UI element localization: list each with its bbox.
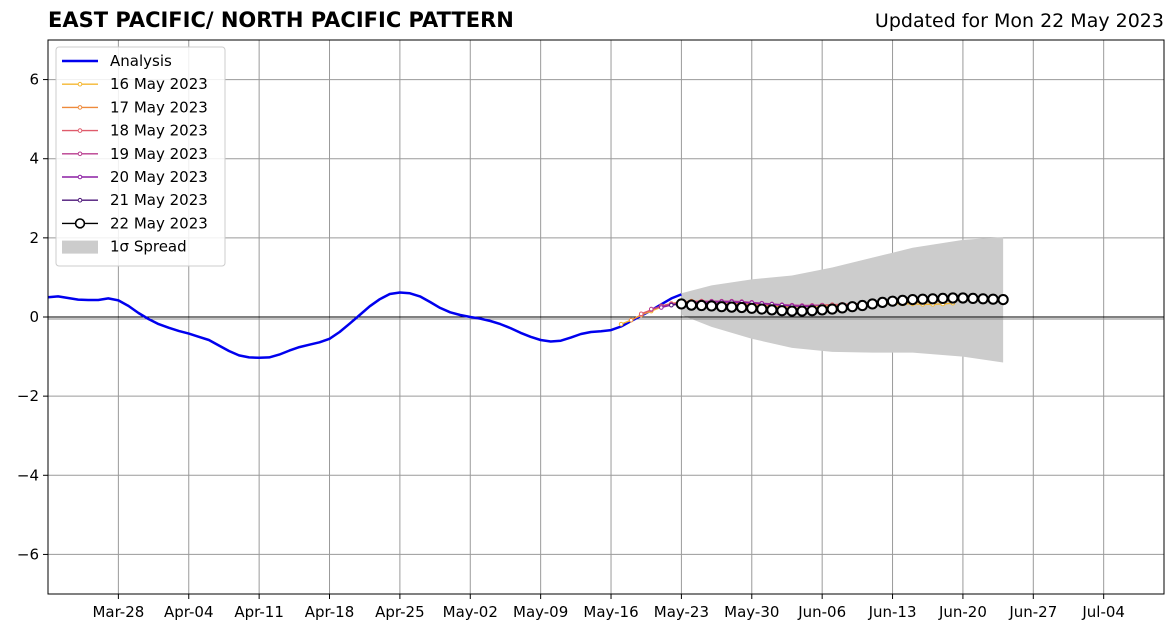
latest-forecast-point	[896, 294, 909, 306]
forecast-point	[669, 302, 674, 308]
latest-forecast-point	[695, 299, 708, 312]
x-tick-label: Jul-04	[1081, 603, 1125, 621]
analysis-line	[47, 291, 682, 360]
x-axis: Mar-28 Apr-04 Apr-11 Apr-18 Apr-25 May-02 May-…	[92, 594, 1125, 621]
x-tick-label: May-23	[654, 603, 709, 621]
y-axis: 6 4 2 0 −2 −4 −6	[17, 71, 48, 563]
legend-swatch	[62, 240, 98, 254]
chart-title: EAST PACIFIC/ NORTH PACIFIC PATTERN	[48, 8, 514, 32]
forecast-point	[618, 321, 624, 327]
x-tick-label: May-09	[513, 603, 568, 621]
legend-marker	[77, 105, 83, 110]
latest-forecast-point	[746, 302, 758, 314]
y-tick-label: 4	[29, 150, 39, 168]
forecast-point	[638, 311, 644, 317]
legend-label: 18 May 2023	[110, 122, 208, 140]
legend-marker	[77, 197, 83, 203]
x-tick-label: Mar-28	[92, 603, 144, 621]
forecast-point	[648, 306, 654, 312]
legend-label: Analysis	[110, 52, 172, 70]
legend-label: 22 May 2023	[110, 214, 208, 232]
legend-label: 19 May 2023	[110, 145, 208, 163]
x-tick-label: Jun-13	[868, 603, 917, 621]
y-tick-label: 2	[29, 229, 39, 247]
y-tick-label: 6	[29, 71, 39, 89]
y-tick-label: −4	[17, 466, 39, 484]
latest-forecast-point	[675, 298, 688, 310]
latest-forecast-point	[917, 293, 929, 305]
latest-forecast-point	[876, 296, 889, 308]
latest-forecast-point	[705, 300, 718, 312]
zero-line-layer	[48, 316, 1164, 320]
latest-forecast-point	[977, 293, 989, 305]
legend-label: 1σ Spread	[110, 238, 187, 256]
latest-forecast-point	[736, 301, 748, 314]
y-tick-label: 0	[29, 308, 39, 326]
latest-forecast-point	[866, 298, 879, 310]
y-tick-label: −6	[17, 545, 39, 563]
latest-forecast-point	[967, 292, 979, 305]
x-tick-label: May-02	[443, 603, 498, 621]
latest-forecast-point	[937, 292, 949, 305]
latest-forecast-point	[786, 305, 798, 317]
latest-forecast-point	[816, 304, 828, 316]
latest-forecast-point	[907, 293, 919, 306]
latest-forecast-point	[806, 305, 818, 317]
legend: Analysis 16 May 2023 17 May 2023 18 May 202…	[55, 46, 226, 267]
latest-forecast-point	[856, 299, 868, 312]
legend-marker	[77, 81, 83, 87]
latest-forecast-point	[726, 301, 738, 313]
latest-forecast-point	[685, 299, 698, 311]
legend-marker	[77, 174, 83, 180]
x-tick-label: Jun-20	[938, 603, 987, 621]
latest-forecast-point	[776, 305, 788, 317]
legend-label: 16 May 2023	[110, 75, 208, 93]
legend-label: 20 May 2023	[110, 168, 208, 186]
legend-marker	[77, 151, 83, 157]
series-layer	[47, 291, 1009, 360]
legend-label: 21 May 2023	[110, 191, 208, 209]
spread-band	[681, 237, 1004, 363]
latest-forecast-point	[716, 301, 728, 313]
x-tick-label: Apr-18	[305, 603, 355, 621]
legend-marker	[74, 218, 86, 229]
latest-forecast-point	[997, 293, 1009, 306]
x-tick-label: Jun-27	[1008, 603, 1057, 621]
y-tick-label: −2	[17, 387, 39, 405]
legend-marker	[77, 128, 83, 133]
spread-layer	[681, 237, 1004, 363]
latest-forecast-point	[766, 304, 778, 316]
x-tick-label: May-30	[724, 603, 779, 621]
latest-forecast-point	[957, 292, 969, 304]
x-tick-label: May-16	[583, 603, 638, 621]
x-tick-label: Apr-25	[375, 603, 425, 621]
x-tick-label: Apr-11	[234, 603, 284, 621]
x-tick-label: Jun-06	[797, 603, 846, 621]
legend-box	[55, 46, 226, 267]
latest-forecast-point	[987, 293, 999, 305]
forecast-point	[628, 317, 634, 323]
latest-forecast-point	[846, 301, 858, 313]
latest-forecast-point	[756, 303, 768, 315]
legend-label: 17 May 2023	[110, 98, 208, 116]
latest-forecast-point	[886, 295, 899, 307]
latest-forecast-point	[927, 293, 939, 305]
latest-forecast-point	[836, 302, 848, 314]
latest-forecast-point	[826, 303, 838, 315]
x-tick-label: Apr-04	[164, 603, 214, 621]
forecast-point	[658, 305, 664, 310]
latest-forecast-point	[796, 305, 808, 317]
latest-forecast-point	[947, 292, 959, 304]
chart-subtitle: Updated for Mon 22 May 2023	[874, 10, 1164, 32]
